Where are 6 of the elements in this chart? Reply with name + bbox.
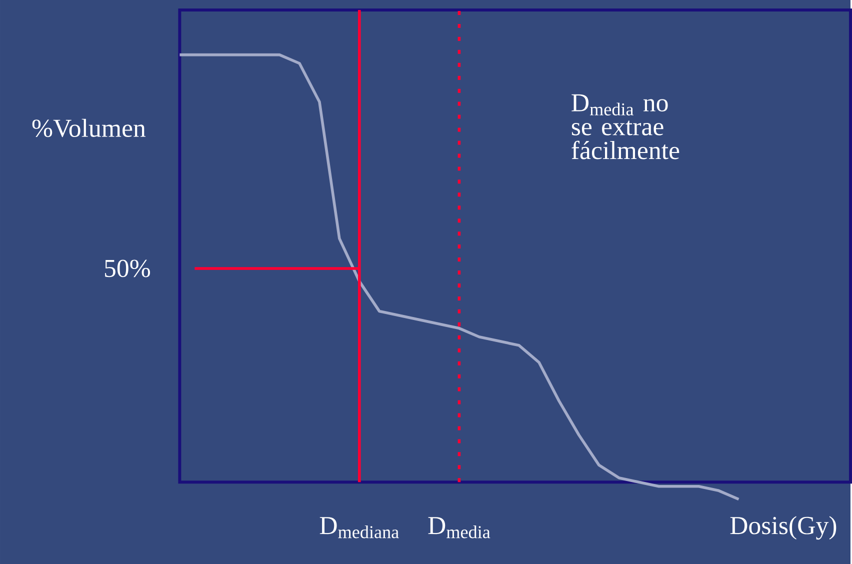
x-tick-label: D$_{mediana}$ [320, 517, 399, 538]
x-axis-title: Dosis(Gy) [730, 516, 836, 540]
annotation: D$_{media}$ no se extrae fácilmente [572, 94, 680, 160]
ref-line-label: 50% [105, 260, 150, 278]
y-axis-title: %Volumen [32, 118, 146, 138]
x-tick-label: D$_{media}$ [428, 517, 490, 538]
